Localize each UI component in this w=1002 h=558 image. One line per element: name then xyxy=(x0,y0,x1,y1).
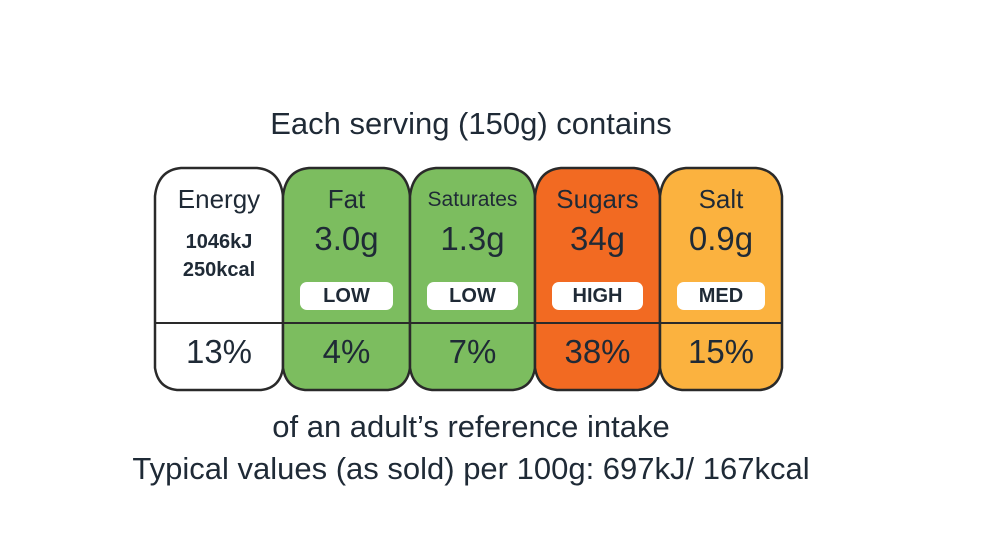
level-badge: MED xyxy=(677,282,765,310)
nutrient-name: Sugars xyxy=(556,184,639,214)
level-badge: HIGH xyxy=(552,282,643,310)
fat-cell: Fat 3.0g LOW 4% xyxy=(283,168,410,390)
energy-kj: 1046kJ xyxy=(185,231,253,253)
percent-intake: 4% xyxy=(322,333,371,370)
saturates-cell: Saturates 1.3g LOW 7% xyxy=(410,168,535,390)
nutrient-amount: 34g xyxy=(569,220,626,257)
energy-values: 1046kJ 250kcal xyxy=(155,228,283,284)
nutrient-amount: 0.9g xyxy=(688,220,754,257)
cell-shape xyxy=(658,166,784,392)
nutrient-name: Energy xyxy=(177,184,261,214)
nutrient-amount: 1.3g xyxy=(440,220,505,257)
nutrient-name: Fat xyxy=(327,184,366,214)
nutrient-name: Salt xyxy=(698,184,744,214)
energy-cell: Energy 1046kJ 250kcal 13% xyxy=(155,168,283,390)
percent-intake: 7% xyxy=(448,333,497,370)
percent-intake: 38% xyxy=(564,333,631,370)
sugars-cell: Sugars 34g HIGH 38% xyxy=(535,168,660,390)
percent-intake: 15% xyxy=(687,333,755,370)
nutrient-name: Saturates xyxy=(427,188,518,211)
nutrient-amount: 3.0g xyxy=(314,220,379,257)
serving-heading: Each serving (150g) contains xyxy=(270,106,672,141)
level-badge: LOW xyxy=(427,282,518,310)
level-badge: LOW xyxy=(300,282,393,310)
typical-values-note: Typical values (as sold) per 100g: 697kJ… xyxy=(132,451,810,486)
salt-cell: Salt 0.9g MED 15% xyxy=(660,168,782,390)
percent-intake: 13% xyxy=(185,333,253,370)
reference-intake-note: of an adult’s reference intake xyxy=(272,409,670,444)
energy-kcal: 250kcal xyxy=(182,259,256,281)
